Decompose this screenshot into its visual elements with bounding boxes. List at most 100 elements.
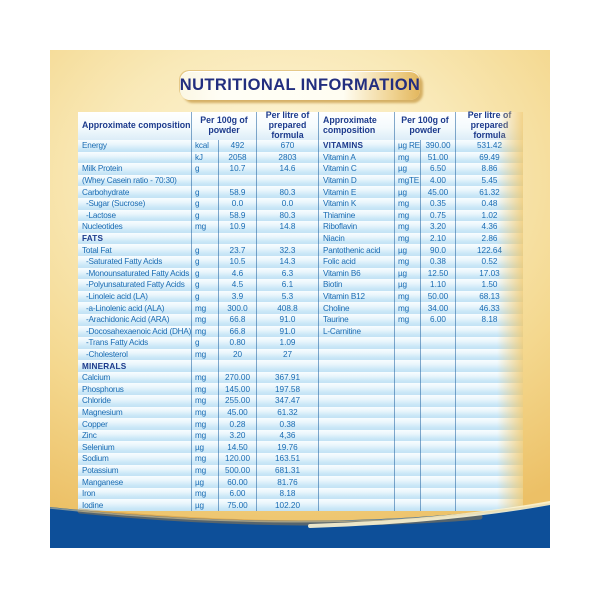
per-litre-value: 61.32 <box>256 406 318 419</box>
unit-cell: µg <box>394 244 420 256</box>
unit-cell <box>394 371 420 384</box>
nutrient-label: -Sugar (Sucrose) <box>86 199 146 209</box>
per-100g-value: 2.10 <box>420 232 455 245</box>
unit-cell <box>394 476 420 488</box>
table-row: -Cholesterol mg 20 27 <box>78 348 523 361</box>
per-100g-value: 14.50 <box>218 441 256 454</box>
unit-cell <box>394 418 420 430</box>
unit-cell: µg RE <box>394 140 420 152</box>
nutrient-label <box>318 371 394 384</box>
per-litre-value <box>455 418 523 430</box>
per-litre-value: 1.02 <box>455 209 523 222</box>
table-row: Manganese µg 60.00 81.76 <box>78 476 523 488</box>
table-header: Approximate composition Per 100g of powd… <box>78 110 523 140</box>
unit-cell <box>394 406 420 419</box>
per-100g-value <box>218 232 256 245</box>
unit-cell: µg <box>394 186 420 198</box>
unit-cell <box>394 383 420 396</box>
per-100g-value: 500.00 <box>218 464 256 477</box>
nutrient-label: Calcium <box>82 373 111 383</box>
nutrient-label: (Whey Casein ratio - 70:30) <box>82 176 177 186</box>
per-100g-value: 60.00 <box>218 476 256 488</box>
unit-cell <box>191 174 218 187</box>
unit-cell <box>394 487 420 500</box>
table-row: Iodine µg 75.00 102.20 <box>78 499 523 511</box>
unit-cell <box>394 348 420 361</box>
per-100g-value: 10.5 <box>218 255 256 268</box>
unit-cell: g <box>191 337 218 349</box>
nutrient-label: Iron <box>82 489 96 499</box>
per-litre-value <box>455 337 523 349</box>
header-per-litre-left: Per litre of prepared formula <box>256 110 318 140</box>
table-body: Energy kcal 492 670 VITAMINS µg RE 390.00 531.4… <box>78 140 523 511</box>
per-litre-value <box>455 429 523 442</box>
table-row: Sodium mg 120.00 163.51 <box>78 453 523 465</box>
per-100g-value: 6.50 <box>420 163 455 175</box>
nutrient-label: Riboflavin <box>318 221 394 233</box>
header-composition-left: Approximate composition <box>82 120 191 131</box>
per-litre-value: 681.31 <box>256 464 318 477</box>
per-100g-value <box>420 337 455 349</box>
nutrient-label: Selenium <box>82 442 115 452</box>
nutrient-label: Thiamine <box>318 209 394 222</box>
nutrient-label: Vitamin D <box>318 174 394 187</box>
unit-cell <box>394 337 420 349</box>
per-litre-value: 27 <box>256 348 318 361</box>
table-row: Iron mg 6.00 8.18 <box>78 487 523 500</box>
per-litre-value: 8.86 <box>455 163 523 175</box>
table-row: Copper mg 0.28 0.38 <box>78 418 523 430</box>
unit-cell: g <box>191 279 218 291</box>
per-100g-value <box>420 487 455 500</box>
table-row: Calcium mg 270.00 367.91 <box>78 371 523 384</box>
per-100g-value: 6.00 <box>420 313 455 326</box>
unit-cell: kJ <box>191 151 218 164</box>
nutrient-label: Total Fat <box>82 245 112 255</box>
nutrient-label: -Lactose <box>86 210 116 220</box>
unit-cell <box>394 325 420 338</box>
per-100g-value <box>420 348 455 361</box>
table-row: FATS Niacin mg 2.10 2.86 <box>78 232 523 245</box>
per-litre-value: 4,36 <box>256 429 318 442</box>
unit-cell: g <box>191 267 218 280</box>
unit-cell: mg <box>394 290 420 303</box>
unit-cell: g <box>191 163 218 175</box>
unit-cell: mg <box>191 487 218 500</box>
table-row: -Saturated Fatty Acids g 10.5 14.3 Folic aci… <box>78 255 523 268</box>
nutrient-label: Iodine <box>82 500 104 510</box>
per-litre-value: 2803 <box>256 151 318 164</box>
nutrient-label: FATS <box>82 234 104 244</box>
per-100g-value: 120.00 <box>218 453 256 465</box>
per-100g-value: 4.5 <box>218 279 256 291</box>
table-row: -Polyunsaturated Fatty Acids g 4.5 6.1 Bioti… <box>78 279 523 291</box>
per-100g-value: 50.00 <box>420 290 455 303</box>
per-litre-value: 17.03 <box>455 267 523 280</box>
per-100g-value: 20 <box>218 348 256 361</box>
table-row: MINERALS <box>78 360 523 372</box>
table-row: -Docosahexaenoic Acid (DHA) mg 66.8 91.0 L-C… <box>78 325 523 338</box>
per-100g-value: 300.0 <box>218 302 256 314</box>
nutrient-label: -Cholesterol <box>86 349 128 359</box>
unit-cell: mg <box>191 371 218 384</box>
per-100g-value: 0.80 <box>218 337 256 349</box>
unit-cell: µg <box>191 499 218 511</box>
nutrient-label: Vitamin K <box>318 197 394 210</box>
per-litre-value <box>256 174 318 187</box>
per-100g-value <box>218 174 256 187</box>
per-100g-value <box>420 441 455 454</box>
nutrient-label: Vitamin C <box>318 163 394 175</box>
per-100g-value: 3.20 <box>218 429 256 442</box>
nutrient-label: Carbohydrate <box>82 187 130 197</box>
per-100g-value: 3.9 <box>218 290 256 303</box>
page-title: NUTRITIONAL INFORMATION <box>179 76 421 94</box>
per-litre-value: 4.36 <box>455 221 523 233</box>
per-100g-value: 3.20 <box>420 221 455 233</box>
unit-cell <box>394 360 420 372</box>
per-litre-value: 102.20 <box>256 499 318 511</box>
unit-cell: mg <box>191 348 218 361</box>
per-100g-value <box>420 406 455 419</box>
per-100g-value <box>420 371 455 384</box>
per-litre-value: 5.45 <box>455 174 523 187</box>
per-100g-value: 0.28 <box>218 418 256 430</box>
per-litre-value <box>455 499 523 511</box>
unit-cell <box>394 499 420 511</box>
